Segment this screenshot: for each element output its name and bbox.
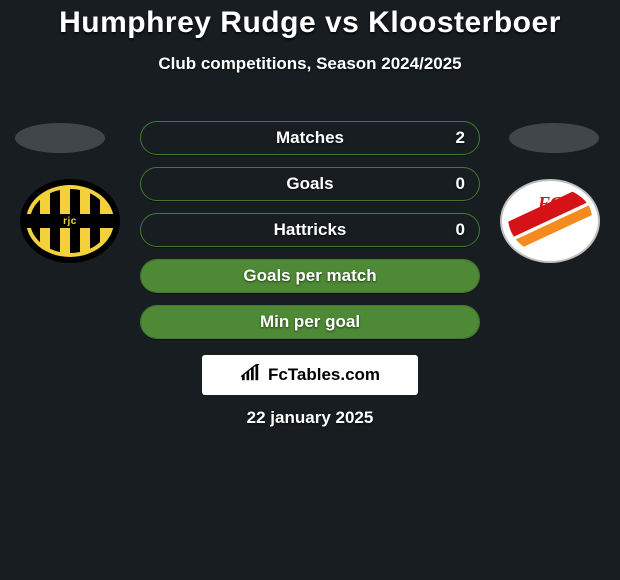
stat-label: Matches bbox=[141, 128, 479, 148]
stat-label: Hattricks bbox=[141, 220, 479, 240]
crest-left-text: rjc bbox=[26, 214, 114, 228]
branding-badge: FcTables.com bbox=[202, 355, 418, 395]
stat-row: Hattricks 0 bbox=[140, 213, 480, 247]
crest-shield: FC bbox=[508, 187, 592, 255]
stat-rows: Matches 2 Goals 0 Hattricks 0 Goals per … bbox=[140, 121, 480, 351]
date-text: 22 january 2025 bbox=[0, 408, 620, 428]
club-crest-right: FC bbox=[500, 179, 600, 263]
player-right-ellipse bbox=[509, 123, 599, 153]
stat-label: Goals per match bbox=[141, 266, 479, 286]
stat-value-right: 2 bbox=[456, 128, 465, 148]
crest-right-text: FC bbox=[508, 193, 592, 214]
stat-value-right: 0 bbox=[456, 220, 465, 240]
subtitle: Club competitions, Season 2024/2025 bbox=[0, 54, 620, 74]
stat-row: Matches 2 bbox=[140, 121, 480, 155]
club-crest-left: rjc bbox=[20, 179, 120, 263]
stat-value-right: 0 bbox=[456, 174, 465, 194]
bar-chart-icon bbox=[240, 364, 262, 387]
page-title: Humphrey Rudge vs Kloosterboer bbox=[0, 0, 620, 40]
stat-label: Min per goal bbox=[141, 312, 479, 332]
player-left-ellipse bbox=[15, 123, 105, 153]
branding-text: FcTables.com bbox=[268, 365, 380, 385]
stat-row: Goals per match bbox=[140, 259, 480, 293]
stat-row: Min per goal bbox=[140, 305, 480, 339]
stat-row: Goals 0 bbox=[140, 167, 480, 201]
stat-label: Goals bbox=[141, 174, 479, 194]
